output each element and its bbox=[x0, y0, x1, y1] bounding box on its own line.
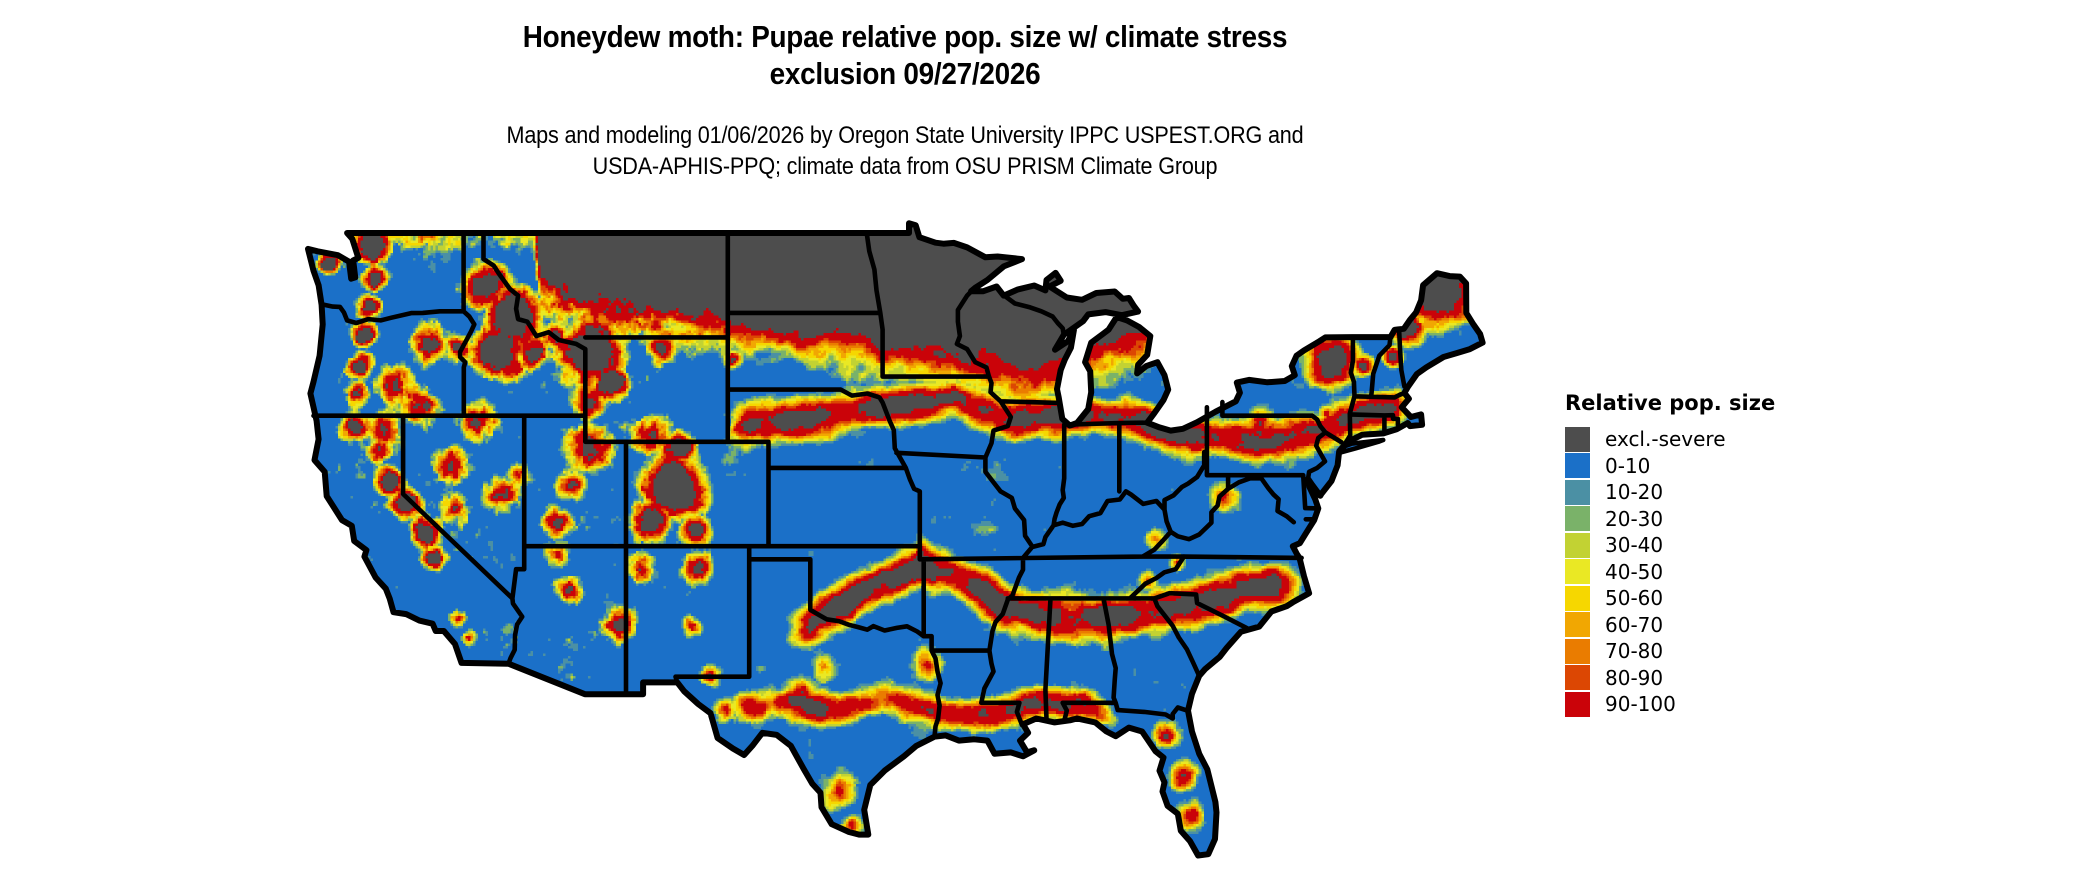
legend-item: 60-70 bbox=[1565, 612, 1775, 639]
legend-swatch bbox=[1565, 559, 1590, 585]
legend-swatch bbox=[1565, 426, 1590, 452]
legend-label: 60-70 bbox=[1605, 612, 1664, 637]
map-title: Honeydew moth: Pupae relative pop. size … bbox=[91, 18, 1720, 92]
legend-item: 50-60 bbox=[1565, 585, 1775, 612]
legend-label: 50-60 bbox=[1605, 586, 1664, 611]
legend-label: excl.-severe bbox=[1605, 427, 1726, 452]
map-subtitle: Maps and modeling 01/06/2026 by Oregon S… bbox=[91, 120, 1720, 182]
legend-item: 0-10 bbox=[1565, 453, 1775, 480]
legend-swatch bbox=[1565, 665, 1590, 691]
legend-swatch bbox=[1565, 506, 1590, 532]
subtitle-line-1: Maps and modeling 01/06/2026 by Oregon S… bbox=[506, 122, 1304, 149]
legend: Relative pop. size excl.-severe 0-10 10-20… bbox=[1565, 391, 1775, 718]
legend-label: 10-20 bbox=[1605, 480, 1664, 505]
legend-item: 80-90 bbox=[1565, 665, 1775, 692]
legend-item: 70-80 bbox=[1565, 638, 1775, 665]
legend-item: 40-50 bbox=[1565, 559, 1775, 586]
legend-swatch bbox=[1565, 479, 1590, 505]
legend-label: 20-30 bbox=[1605, 506, 1664, 531]
legend-label: 80-90 bbox=[1605, 665, 1664, 690]
legend-title: Relative pop. size bbox=[1565, 391, 1776, 415]
legend-item: 20-30 bbox=[1565, 506, 1775, 533]
legend-items: excl.-severe 0-10 10-20 20-30 30-40 40-50 50-6… bbox=[1565, 426, 1775, 718]
subtitle-line-2: USDA-APHIS-PPQ; climate data from OSU PR… bbox=[592, 153, 1218, 180]
legend-label: 30-40 bbox=[1605, 533, 1664, 558]
legend-swatch bbox=[1565, 691, 1590, 717]
title-line-2: exclusion 09/27/2026 bbox=[769, 56, 1041, 91]
legend-item: 10-20 bbox=[1565, 479, 1775, 506]
legend-label: 40-50 bbox=[1605, 559, 1664, 584]
legend-item: 90-100 bbox=[1565, 691, 1775, 718]
legend-swatch bbox=[1565, 532, 1590, 558]
state-borders bbox=[311, 230, 1407, 739]
legend-item: 30-40 bbox=[1565, 532, 1775, 559]
legend-label: 0-10 bbox=[1605, 453, 1651, 478]
legend-label: 90-100 bbox=[1605, 692, 1676, 717]
legend-swatch bbox=[1565, 612, 1590, 638]
legend-swatch bbox=[1565, 453, 1590, 479]
legend-swatch bbox=[1565, 638, 1590, 664]
header: Honeydew moth: Pupae relative pop. size … bbox=[0, 18, 1810, 182]
national-outline bbox=[305, 220, 1486, 859]
title-line-1: Honeydew moth: Pupae relative pop. size … bbox=[522, 19, 1288, 54]
legend-item: excl.-severe bbox=[1565, 426, 1775, 453]
legend-label: 70-80 bbox=[1605, 639, 1664, 664]
legend-swatch bbox=[1565, 585, 1590, 611]
